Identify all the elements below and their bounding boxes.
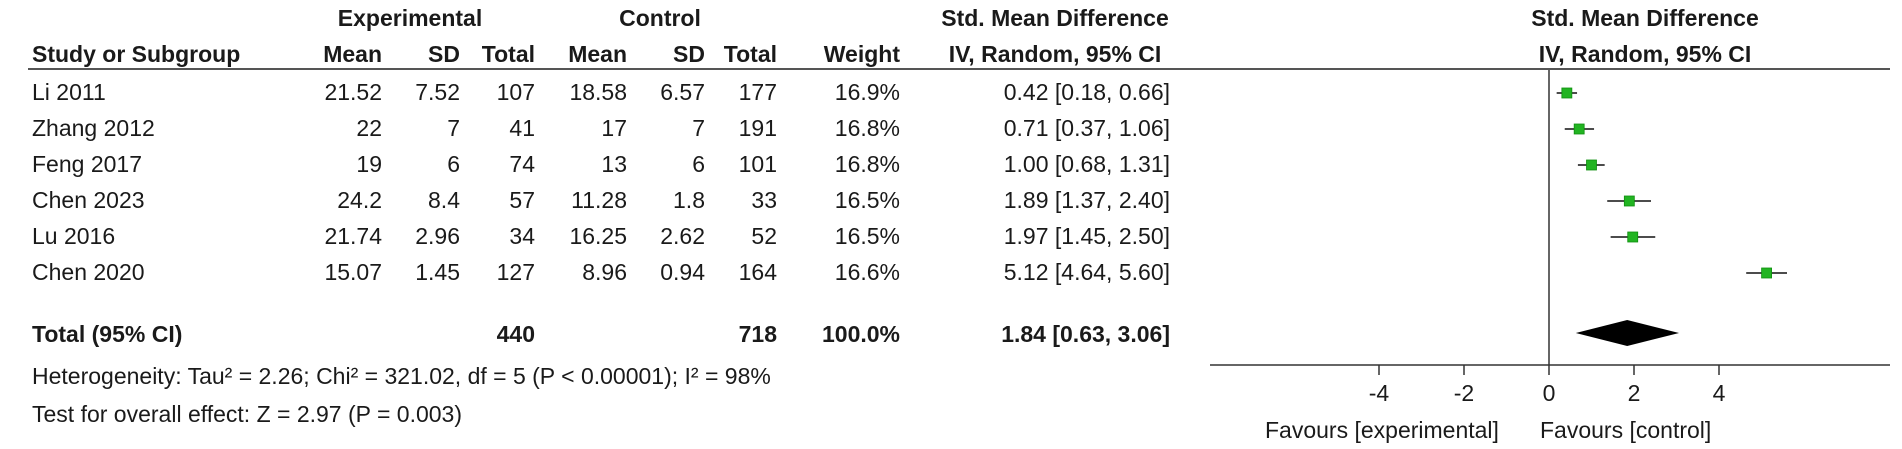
cell-total-c: 33: [751, 187, 777, 213]
cell-mean-c: 18.58: [569, 79, 627, 105]
cell-mean-e: 24.2: [337, 187, 382, 213]
cell-sd-e: 7: [447, 115, 460, 141]
cell-mean-c: 8.96: [582, 259, 627, 285]
plot-title: Std. Mean Difference: [1531, 5, 1759, 31]
cell-weight: 16.8%: [834, 151, 900, 177]
weight-header: Weight: [823, 41, 900, 67]
header-rule: [28, 68, 1890, 70]
cell-total-e: 127: [496, 259, 535, 285]
cell-mean-e: 21.74: [324, 223, 382, 249]
cell-sd-e: 1.45: [415, 259, 460, 285]
point-estimate-marker: [1761, 267, 1772, 279]
cell-weight: 16.9%: [834, 79, 900, 105]
cell-sd-c: 1.8: [673, 187, 705, 213]
cell-total-c: 101: [738, 151, 777, 177]
cell-total-e: 34: [509, 223, 535, 249]
x-tick-label: 4: [1713, 380, 1726, 406]
cell-name: Chen 2023: [32, 187, 145, 213]
cell-sd-e: 6: [447, 151, 460, 177]
cell-weight: 16.8%: [834, 115, 900, 141]
x-tick-label: -2: [1454, 380, 1474, 406]
cell-name: Lu 2016: [32, 223, 116, 249]
total-e-value: 440: [496, 321, 535, 347]
point-estimate-marker: [1561, 87, 1573, 99]
overall-effect-text: Test for overall effect: Z = 2.97 (P = 0…: [32, 401, 462, 427]
smd-column-title: Std. Mean Difference: [941, 5, 1169, 31]
total-weight-value: 100.0%: [821, 321, 900, 347]
cell-total-e: 57: [509, 187, 535, 213]
favours-control-label: Favours [control]: [1540, 417, 1712, 443]
point-estimate-marker: [1573, 123, 1585, 135]
cell-weight: 16.5%: [834, 187, 900, 213]
favours-experimental-label: Favours [experimental]: [1265, 417, 1499, 443]
study-column-header: Study or Subgroup: [32, 41, 241, 67]
cell-ci-text: 0.42 [0.18, 0.66]: [1003, 79, 1170, 105]
x-tick-label: -4: [1369, 380, 1390, 406]
total-c-header: Total: [723, 41, 777, 67]
point-estimate-marker: [1627, 231, 1639, 243]
cell-total-e: 107: [496, 79, 535, 105]
mean-c-header: Mean: [568, 41, 627, 67]
cell-name: Feng 2017: [32, 151, 142, 177]
cell-ci-text: 1.00 [0.68, 1.31]: [1003, 151, 1170, 177]
cell-mean-e: 15.07: [324, 259, 382, 285]
cell-sd-c: 2.62: [660, 223, 705, 249]
total-c-value: 718: [738, 321, 777, 347]
cell-total-c: 52: [751, 223, 777, 249]
cell-weight: 16.5%: [834, 223, 900, 249]
cell-total-e: 41: [509, 115, 535, 141]
sd-c-header: SD: [673, 41, 705, 67]
mean-e-header: Mean: [323, 41, 382, 67]
cell-mean-c: 13: [601, 151, 627, 177]
cell-sd-c: 0.94: [660, 259, 705, 285]
point-estimate-marker: [1623, 195, 1635, 207]
x-tick-label: 0: [1543, 380, 1556, 406]
total-e-header: Total: [481, 41, 535, 67]
sd-e-header: SD: [428, 41, 460, 67]
cell-sd-e: 7.52: [415, 79, 460, 105]
cell-name: Li 2011: [32, 79, 106, 105]
cell-mean-e: 21.52: [324, 79, 382, 105]
cell-name: Zhang 2012: [32, 115, 155, 141]
cell-sd-e: 2.96: [415, 223, 460, 249]
cell-ci-text: 1.89 [1.37, 2.40]: [1003, 187, 1170, 213]
cell-total-c: 164: [738, 259, 777, 285]
cell-mean-c: 11.28: [571, 187, 627, 213]
cell-mean-c: 17: [601, 115, 627, 141]
cell-name: Chen 2020: [32, 259, 145, 285]
control-group-header: Control: [619, 5, 701, 31]
cell-total-c: 177: [738, 79, 777, 105]
pooled-diamond: [1575, 320, 1680, 346]
total-ci-value: 1.84 [0.63, 3.06]: [1001, 321, 1170, 347]
cell-total-e: 74: [509, 151, 535, 177]
cell-ci-text: 5.12 [4.64, 5.60]: [1003, 259, 1170, 285]
point-estimate-marker: [1586, 159, 1597, 171]
cell-total-c: 191: [738, 115, 777, 141]
cell-sd-c: 7: [692, 115, 705, 141]
heterogeneity-text: Heterogeneity: Tau² = 2.26; Chi² = 321.0…: [32, 363, 771, 389]
cell-mean-e: 19: [356, 151, 382, 177]
cell-weight: 16.6%: [834, 259, 900, 285]
ci-column-header: IV, Random, 95% CI: [948, 41, 1162, 67]
plot-method-header: IV, Random, 95% CI: [1538, 41, 1752, 67]
cell-ci-text: 1.97 [1.45, 2.50]: [1003, 223, 1170, 249]
cell-sd-c: 6: [692, 151, 705, 177]
cell-ci-text: 0.71 [0.37, 1.06]: [1003, 115, 1170, 141]
experimental-group-header: Experimental: [337, 5, 483, 31]
cell-sd-c: 6.57: [660, 79, 705, 105]
cell-sd-e: 8.4: [428, 187, 460, 213]
cell-mean-e: 22: [356, 115, 382, 141]
total-label: Total (95% CI): [32, 321, 183, 347]
cell-mean-c: 16.25: [569, 223, 627, 249]
x-tick-label: 2: [1628, 380, 1641, 406]
